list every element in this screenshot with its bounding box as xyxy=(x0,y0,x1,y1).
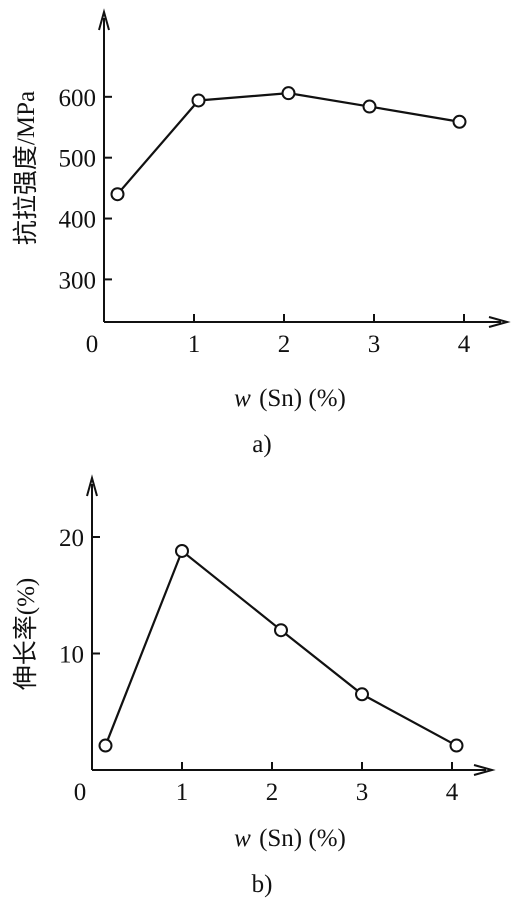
chart-a-ytick-label: 600 xyxy=(59,85,97,112)
chart-a-series xyxy=(110,86,467,202)
chart-b-xtick-label: 1 xyxy=(176,779,189,806)
chart-a-xtick-label: 1 xyxy=(188,331,201,358)
chart-b-xtick-label: 4 xyxy=(446,779,459,806)
chart-a-data-point xyxy=(110,187,125,202)
chart-b-caption: b) xyxy=(252,871,273,898)
chart-a-data-point xyxy=(362,99,377,114)
chart-b-ytick-label: 10 xyxy=(59,642,84,669)
chart-a-xlabel-rest: (Sn) (%) xyxy=(259,385,346,412)
chart-a-data-point xyxy=(281,86,296,101)
chart-a-caption: a) xyxy=(252,431,271,458)
chart-b-yticks: 10 20 xyxy=(59,525,100,669)
chart-a-x-axis-arrow xyxy=(488,316,511,328)
chart-a-xtick-label: 3 xyxy=(368,331,381,358)
chart-b-data-point xyxy=(355,687,369,702)
chart-a-ytick-label: 400 xyxy=(59,207,97,234)
chart-b-data-point xyxy=(274,623,288,638)
chart-a-tensile-strength: 300 400 500 600 0 1 2 3 4 抗拉强度/MPa w (Sn) (%) a… xyxy=(12,8,511,458)
chart-b-xtick-label: 0 xyxy=(74,779,87,806)
chart-b-series xyxy=(98,543,464,753)
chart-b-xticks: 0 1 2 3 4 xyxy=(74,762,459,806)
chart-a-data-point xyxy=(191,93,206,108)
chart-a-axes xyxy=(98,8,511,328)
chart-b-y-axis-arrow xyxy=(86,474,98,497)
chart-b-series-line xyxy=(104,549,458,747)
chart-b-xtick-label: 2 xyxy=(266,779,279,806)
chart-b-x-axis-arrow xyxy=(473,764,496,776)
chart-a-xlabel: w (Sn) (%) xyxy=(234,385,346,412)
chart-b-xtick-label: 3 xyxy=(356,779,369,806)
chart-b-xlabel: w (Sn) (%) xyxy=(234,825,346,852)
chart-b-xlabel-rest: (Sn) (%) xyxy=(259,825,346,852)
chart-a-xtick-label: 0 xyxy=(86,331,99,358)
chart-a-ylabel: 抗拉强度/MPa xyxy=(12,91,40,245)
chart-a-xlabel-var: w xyxy=(234,385,251,412)
chart-b-data-point xyxy=(98,738,113,753)
chart-b-ytick-label: 20 xyxy=(59,525,84,552)
chart-a-xticks: 0 1 2 3 4 xyxy=(86,314,471,358)
chart-a-y-axis-arrow xyxy=(98,8,110,31)
chart-a-data-point xyxy=(452,114,467,129)
chart-a-ytick-label: 300 xyxy=(59,267,97,294)
chart-a-xtick-label: 2 xyxy=(278,331,291,358)
chart-a-yticks: 300 400 500 600 xyxy=(59,85,112,294)
chart-a-series-line xyxy=(116,92,460,195)
chart-b-ylabel: 伸长率(%) xyxy=(12,578,40,690)
chart-a-xtick-label: 4 xyxy=(458,331,471,358)
chart-b-xlabel-var: w xyxy=(234,825,251,852)
chart-a-ytick-label: 500 xyxy=(59,146,97,173)
chart-b-data-point xyxy=(175,543,189,558)
chart-b-elongation: 10 20 0 1 2 3 4 伸长率(%) w (Sn) (%) b) xyxy=(12,474,496,898)
chart-b-data-point xyxy=(449,738,464,753)
chart-b-axes xyxy=(86,474,496,776)
